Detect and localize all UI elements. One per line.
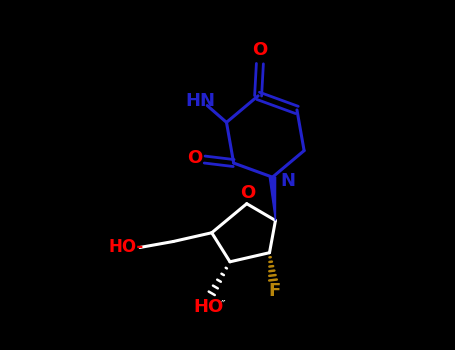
Text: F: F (268, 282, 281, 300)
Polygon shape (269, 177, 276, 220)
Text: HO-: HO- (108, 238, 144, 256)
Text: O: O (187, 149, 202, 167)
Text: HN: HN (185, 92, 215, 110)
Text: HO: HO (194, 298, 224, 316)
Text: O: O (252, 41, 268, 60)
Text: N: N (280, 172, 295, 190)
Text: ″: ″ (221, 298, 225, 312)
Text: O: O (240, 184, 255, 202)
